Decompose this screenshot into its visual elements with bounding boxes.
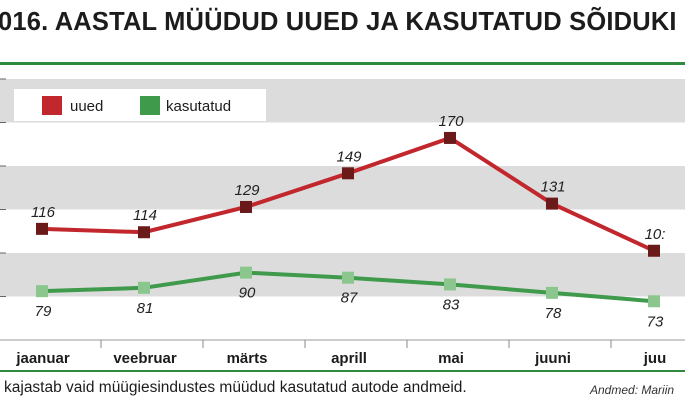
marker-uued xyxy=(444,131,456,144)
marker-uued xyxy=(240,200,252,213)
x-label-aprill: aprill xyxy=(331,350,367,367)
data-label-kasutatud: 83 xyxy=(443,296,460,313)
grid-band xyxy=(0,296,685,340)
title-divider xyxy=(0,62,685,65)
marker-kasutatud xyxy=(342,271,354,284)
legend-label-uued: uued xyxy=(70,98,103,115)
x-label-juuni: juuni xyxy=(534,350,571,367)
marker-kasutatud xyxy=(444,278,456,291)
data-label-kasutatud: 90 xyxy=(239,285,256,302)
bottom-divider xyxy=(0,370,685,372)
data-label-uued: 129 xyxy=(234,182,260,199)
marker-kasutatud xyxy=(546,286,558,299)
data-labels: 116 114 129 149 170 131 10: 79 81 90 87 83 78 73 xyxy=(31,113,665,330)
data-label-kasutatud: 73 xyxy=(647,313,664,330)
series-markers xyxy=(36,131,660,308)
data-label-kasutatud: 87 xyxy=(341,290,358,307)
x-label-juu: juu xyxy=(643,350,667,367)
x-axis-labels: jaanuar veebruar märts aprill mai juuni juu xyxy=(15,350,666,367)
data-label-uued: 114 xyxy=(133,207,157,224)
data-label-uued: 149 xyxy=(336,148,362,165)
x-label-veebruar: veebruar xyxy=(113,350,177,367)
x-label-mai: mai xyxy=(438,350,464,367)
source-credit: Andmed: Mariin xyxy=(590,383,675,397)
x-label-jaanuar: jaanuar xyxy=(15,350,70,367)
data-label-uued: 10: xyxy=(645,226,666,243)
data-label-uued: 131 xyxy=(540,179,565,196)
marker-uued xyxy=(36,222,48,235)
legend-swatch-kasutatud xyxy=(140,96,160,115)
y-axis-ticks xyxy=(0,78,685,348)
marker-uued xyxy=(138,226,150,239)
marker-kasutatud xyxy=(36,285,48,298)
data-label-kasutatud: 79 xyxy=(35,303,52,320)
marker-kasutatud xyxy=(240,266,252,279)
legend-swatch-uued xyxy=(42,96,62,115)
footnote: kajastab vaid müügiesindustes müüdud kas… xyxy=(4,379,467,396)
data-label-kasutatud: 78 xyxy=(545,305,562,322)
grid-band xyxy=(0,122,685,166)
legend: uued kasutatud xyxy=(14,89,266,121)
marker-kasutatud xyxy=(648,295,660,308)
chart-title: 016. AASTAL MÜÜDUD UUED JA KASUTATUD SÕI… xyxy=(0,6,677,36)
marker-kasutatud xyxy=(138,281,150,294)
data-label-kasutatud: 81 xyxy=(137,300,154,317)
data-label-uued: 116 xyxy=(31,204,56,221)
x-label-märts: märts xyxy=(227,350,268,367)
data-label-uued: 170 xyxy=(438,113,464,130)
marker-uued xyxy=(546,197,558,210)
legend-label-kasutatud: kasutatud xyxy=(166,98,231,115)
marker-uued xyxy=(648,244,660,257)
marker-uued xyxy=(342,167,354,180)
